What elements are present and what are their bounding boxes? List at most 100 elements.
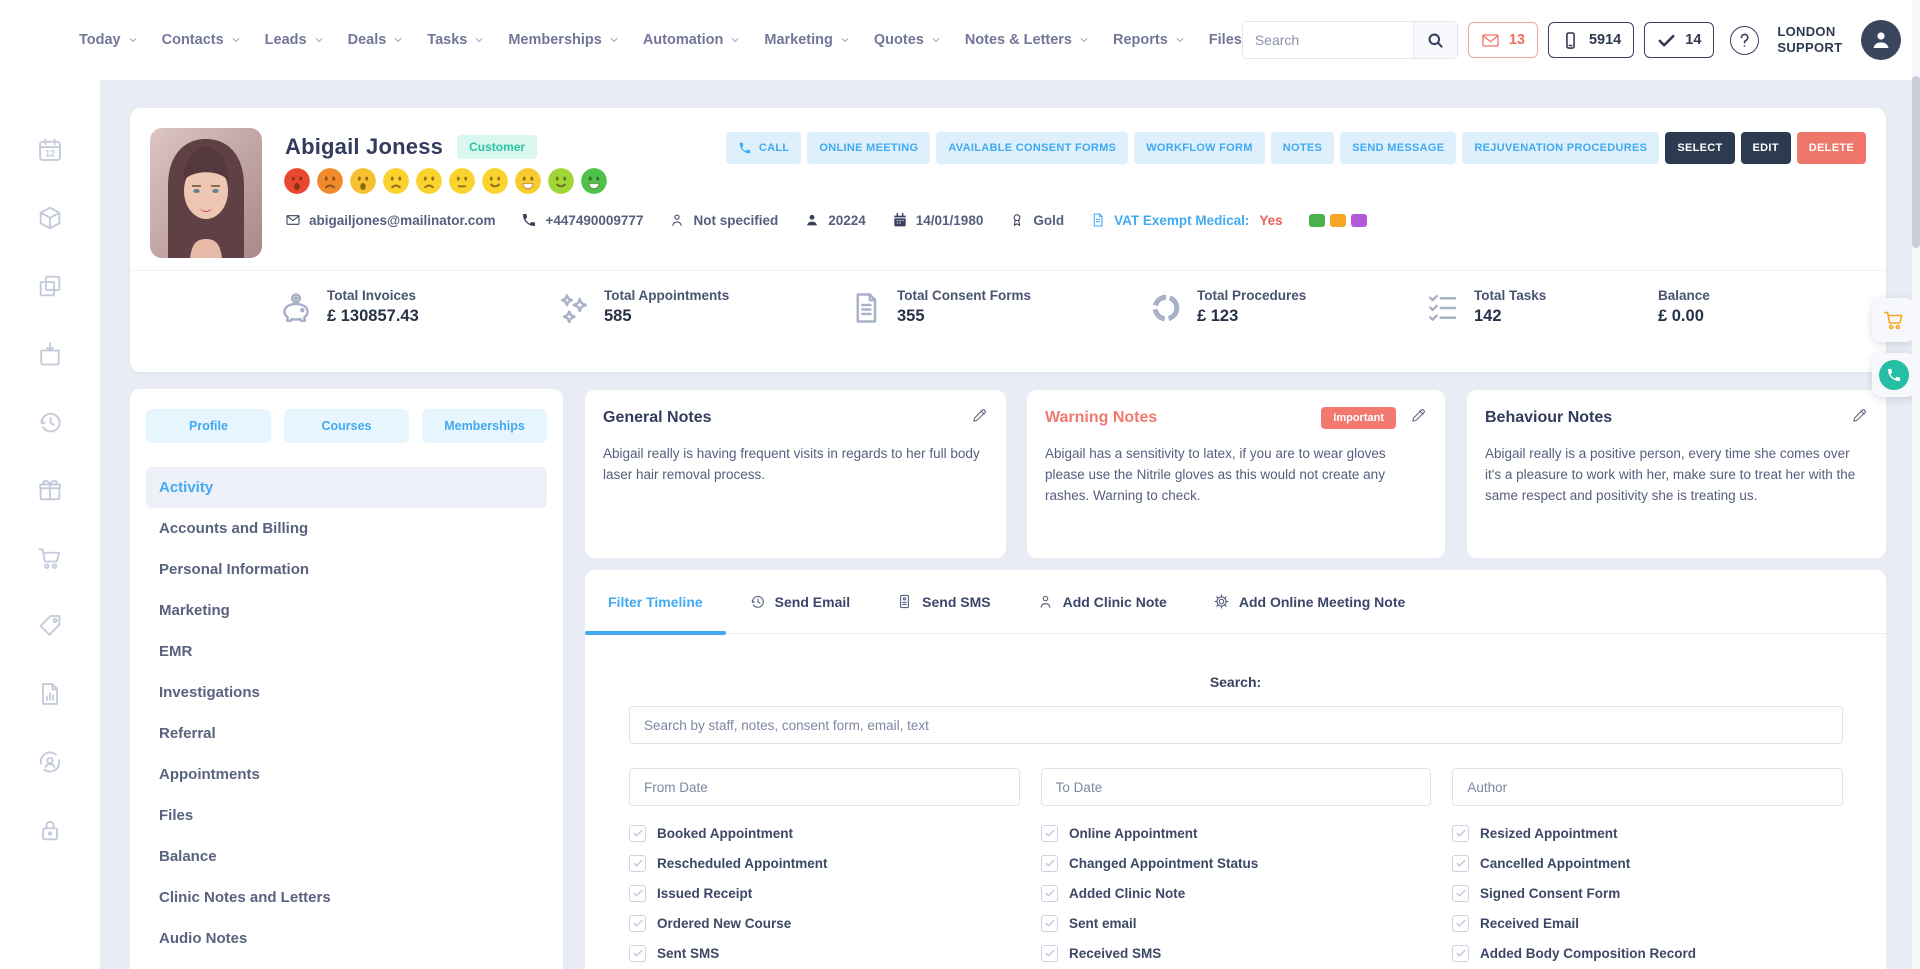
- filter-cancelled-appointment[interactable]: Cancelled Appointment: [1452, 854, 1845, 872]
- checkbox-checked-icon[interactable]: [629, 824, 646, 842]
- checkbox-checked-icon[interactable]: [1041, 854, 1058, 872]
- floating-call-button[interactable]: [1872, 353, 1916, 397]
- sidebar-item-emr[interactable]: EMR: [159, 643, 193, 660]
- tab-add-clinic-note[interactable]: Add Clinic Note: [1014, 570, 1190, 633]
- emoji-meh-icon[interactable]: [415, 167, 443, 200]
- search-input[interactable]: [1242, 22, 1413, 58]
- sidebar-item-files[interactable]: Files: [159, 807, 194, 824]
- edit-note-button[interactable]: [1851, 407, 1868, 429]
- checkbox-checked-icon[interactable]: [629, 944, 646, 962]
- floating-cart-button[interactable]: [1872, 298, 1916, 342]
- delete-button[interactable]: DELETE: [1796, 132, 1866, 164]
- to-date-input[interactable]: [1040, 768, 1432, 806]
- filter-online-appointment[interactable]: Online Appointment: [1041, 824, 1452, 842]
- emoji-sad-icon[interactable]: [316, 167, 344, 200]
- emoji-very-happy-icon[interactable]: [580, 167, 608, 200]
- sidebar-item-balance[interactable]: Balance: [159, 848, 217, 865]
- side-tab-memberships[interactable]: Memberships: [422, 409, 547, 443]
- rail-gift-button[interactable]: [36, 476, 64, 509]
- nav-item-memberships[interactable]: Memberships: [508, 32, 618, 48]
- nav-item-contacts[interactable]: Contacts: [162, 32, 241, 48]
- nav-item-reports[interactable]: Reports: [1113, 32, 1185, 48]
- tab-send-sms[interactable]: Send SMS: [873, 570, 1013, 633]
- checkbox-checked-icon[interactable]: [1452, 914, 1469, 932]
- filter-sent-sms[interactable]: Sent SMS: [629, 944, 1041, 962]
- rail-account-sync-button[interactable]: [36, 748, 64, 781]
- sidebar-item-activity[interactable]: Activity: [146, 467, 547, 508]
- sidebar-item-marketing[interactable]: Marketing: [159, 602, 230, 619]
- nav-item-tasks[interactable]: Tasks: [427, 32, 484, 48]
- rail-cart-button[interactable]: [36, 544, 64, 577]
- nav-item-leads[interactable]: Leads: [265, 32, 324, 48]
- tab-add-online-meeting-note[interactable]: Add Online Meeting Note: [1190, 570, 1428, 633]
- page-scrollbar[interactable]: [1912, 0, 1920, 969]
- checkbox-checked-icon[interactable]: [629, 854, 646, 872]
- checkbox-checked-icon[interactable]: [1452, 824, 1469, 842]
- checkbox-checked-icon[interactable]: [629, 884, 646, 902]
- call-button[interactable]: CALL: [725, 132, 802, 164]
- rail-copy-button[interactable]: [36, 272, 64, 305]
- author-input[interactable]: [1452, 768, 1844, 806]
- user-avatar[interactable]: [1861, 20, 1902, 60]
- emoji-happy-icon[interactable]: [547, 167, 575, 200]
- select-button[interactable]: SELECT: [1665, 132, 1735, 164]
- filter-ordered-new-course[interactable]: Ordered New Course: [629, 914, 1041, 932]
- checkbox-checked-icon[interactable]: [1452, 944, 1469, 962]
- nav-item-notes-letters[interactable]: Notes & Letters: [965, 32, 1089, 48]
- checkbox-checked-icon[interactable]: [1041, 884, 1058, 902]
- notes-button[interactable]: NOTES: [1270, 132, 1335, 164]
- rail-order-button[interactable]: [36, 340, 64, 373]
- emoji-neutral-icon[interactable]: [448, 167, 476, 200]
- emoji-slight-smile-icon[interactable]: [481, 167, 509, 200]
- topbar-badge-check[interactable]: 14: [1644, 22, 1715, 58]
- online-meeting-button[interactable]: ONLINE MEETING: [807, 132, 931, 164]
- rail-lock-button[interactable]: [36, 816, 64, 849]
- sidebar-item-investigations[interactable]: Investigations: [159, 684, 260, 701]
- rail-report-button[interactable]: [36, 680, 64, 713]
- color-tag[interactable]: [1329, 213, 1346, 227]
- topbar-badge-mobile[interactable]: 5914: [1547, 22, 1635, 58]
- scrollbar-thumb[interactable]: [1912, 76, 1920, 248]
- side-tab-courses[interactable]: Courses: [284, 409, 409, 443]
- side-tab-profile[interactable]: Profile: [146, 409, 271, 443]
- search-button[interactable]: [1412, 22, 1457, 58]
- rail-tag-button[interactable]: [36, 612, 64, 645]
- tab-filter-timeline[interactable]: Filter Timeline: [585, 570, 726, 635]
- edit-button[interactable]: EDIT: [1740, 132, 1791, 164]
- filter-rescheduled-appointment[interactable]: Rescheduled Appointment: [629, 854, 1041, 872]
- rail-history-button[interactable]: [36, 408, 64, 441]
- nav-item-deals[interactable]: Deals: [348, 32, 404, 48]
- nav-item-today[interactable]: Today: [79, 32, 138, 48]
- filter-added-body-composition-record[interactable]: Added Body Composition Record: [1452, 944, 1845, 962]
- sidebar-item-appointments[interactable]: Appointments: [159, 766, 260, 783]
- sidebar-item-drinks[interactable]: Drinks: [146, 959, 547, 969]
- help-button[interactable]: [1730, 25, 1760, 55]
- sidebar-item-accounts-and-billing[interactable]: Accounts and Billing: [159, 520, 309, 537]
- sidebar-item-personal-information[interactable]: Personal Information: [159, 561, 310, 578]
- checkbox-checked-icon[interactable]: [629, 914, 646, 932]
- checkbox-checked-icon[interactable]: [1041, 824, 1058, 842]
- filter-signed-consent-form[interactable]: Signed Consent Form: [1452, 884, 1845, 902]
- available-consent-forms-button[interactable]: AVAILABLE CONSENT FORMS: [936, 132, 1129, 164]
- timeline-search-input[interactable]: [629, 706, 1843, 744]
- checkbox-checked-icon[interactable]: [1452, 884, 1469, 902]
- emoji-meh-icon[interactable]: [382, 167, 410, 200]
- workflow-form-button[interactable]: WORKFLOW FORM: [1134, 132, 1265, 164]
- filter-changed-appointment-status[interactable]: Changed Appointment Status: [1041, 854, 1452, 872]
- emoji-grin-icon[interactable]: [514, 167, 542, 200]
- filter-issued-receipt[interactable]: Issued Receipt: [629, 884, 1041, 902]
- topbar-badge-envelope[interactable]: 13: [1467, 22, 1538, 58]
- edit-note-button[interactable]: [971, 407, 988, 429]
- checkbox-checked-icon[interactable]: [1041, 914, 1058, 932]
- customer-photo[interactable]: [150, 128, 262, 258]
- rail-package-button[interactable]: [36, 204, 64, 237]
- nav-item-quotes[interactable]: Quotes: [874, 32, 941, 48]
- filter-added-clinic-note[interactable]: Added Clinic Note: [1041, 884, 1452, 902]
- tab-send-email[interactable]: Send Email: [726, 570, 873, 633]
- nav-item-files[interactable]: Files: [1209, 32, 1242, 48]
- filter-booked-appointment[interactable]: Booked Appointment: [629, 824, 1041, 842]
- filter-received-sms[interactable]: Received SMS: [1041, 944, 1452, 962]
- send-message-button[interactable]: SEND MESSAGE: [1340, 132, 1457, 164]
- edit-note-button[interactable]: [1410, 407, 1427, 429]
- emoji-angry-icon[interactable]: [283, 167, 311, 200]
